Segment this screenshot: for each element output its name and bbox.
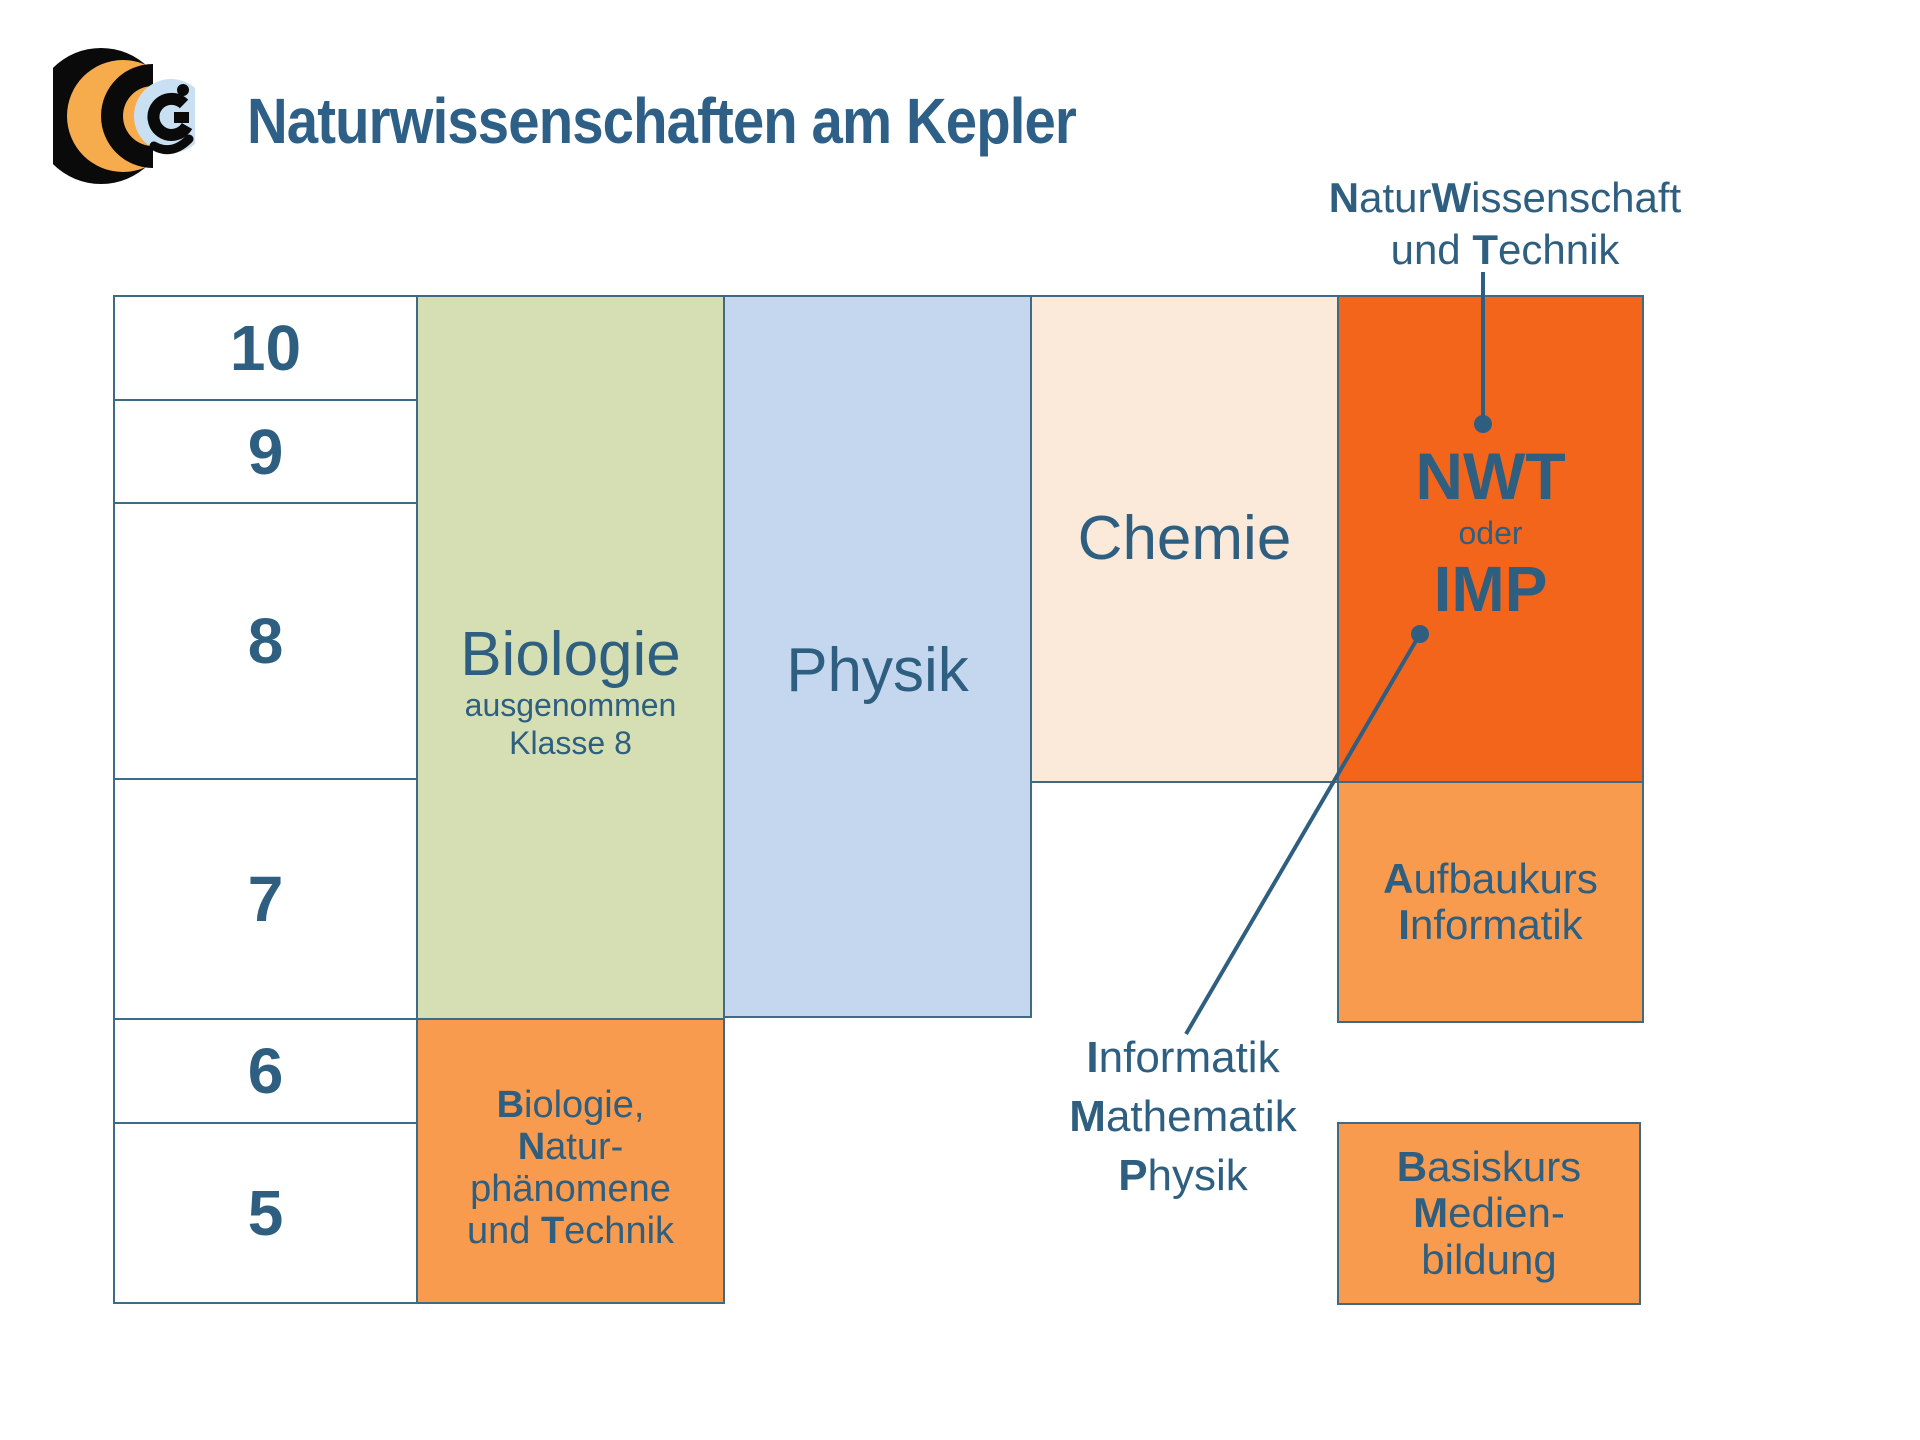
biologie-label: Biologie: [460, 620, 681, 690]
grade-label-9: 9: [247, 415, 284, 488]
grade-label-6: 6: [247, 1035, 284, 1107]
biologie-naturphaenomene-technik-box: Biologie, Natur- phänomene und Technik: [416, 1018, 725, 1304]
grade-label-10: 10: [229, 312, 302, 384]
grade-row-7: 7: [113, 778, 418, 1020]
imp-explanation-line1: Informatik: [1086, 1033, 1280, 1082]
imp-explanation-label: Informatik Mathematik Physik: [983, 1028, 1383, 1205]
page-title: Naturwissenschaften am Kepler: [247, 85, 1077, 157]
bnt-line1: Biologie,: [496, 1084, 645, 1127]
grade-row-8: 8: [113, 502, 418, 780]
physik-label: Physik: [786, 635, 969, 705]
grade-row-10: 10: [113, 295, 418, 401]
aufbaukurs-informatik-box: Aufbaukurs Informatik: [1337, 781, 1644, 1023]
bnt-line2: Natur-: [517, 1126, 624, 1169]
basiskurs-line3: bildung: [1421, 1235, 1557, 1283]
basiskurs-line1: Basiskurs: [1396, 1143, 1582, 1191]
grade-row-9: 9: [113, 399, 418, 504]
nwt-callout-line1: NaturWissenschaft: [1328, 174, 1682, 221]
imp-explanation-line2: Mathematik: [1069, 1092, 1297, 1141]
grade-row-6: 6: [113, 1018, 418, 1124]
physik-box: Physik: [723, 295, 1032, 1018]
basiskurs-line2: Medien-: [1413, 1189, 1565, 1237]
biologie-box: Biologie ausgenommen Klasse 8: [416, 295, 725, 1020]
basiskurs-medienbildung-box: Basiskurs Medien- bildung: [1337, 1122, 1641, 1305]
grade-label-8: 8: [247, 605, 284, 677]
grade-label-5: 5: [247, 1177, 284, 1249]
oder-label: oder: [1458, 515, 1523, 551]
nwt-box: NWT oder IMP: [1337, 295, 1644, 783]
chemie-box: Chemie: [1030, 295, 1339, 783]
nwt-callout-line2: und Technik: [1390, 226, 1620, 273]
bnt-line4: und Technik: [466, 1209, 675, 1252]
grade-label-7: 7: [247, 863, 284, 935]
grade-row-5: 5: [113, 1122, 418, 1304]
biologie-note-line2: Klasse 8: [509, 725, 632, 762]
nwt-callout-label: NaturWissenschaft und Technik: [1280, 172, 1730, 276]
biologie-note-line1: ausgenommen: [464, 687, 677, 724]
aufbaukurs-line1: Aufbaukurs: [1383, 854, 1598, 902]
school-logo: [53, 42, 208, 194]
imp-explanation-line3: Physik: [1118, 1151, 1248, 1200]
nwt-label: NWT: [1415, 439, 1566, 513]
chemie-label: Chemie: [1077, 504, 1292, 574]
bnt-line3: phänomene: [470, 1168, 671, 1210]
school-logo-icon: [53, 48, 208, 184]
nwt-box-text: NWT oder IMP: [1415, 443, 1565, 621]
aufbaukurs-line2: Informatik: [1398, 901, 1583, 948]
imp-label: IMP: [1433, 553, 1548, 625]
